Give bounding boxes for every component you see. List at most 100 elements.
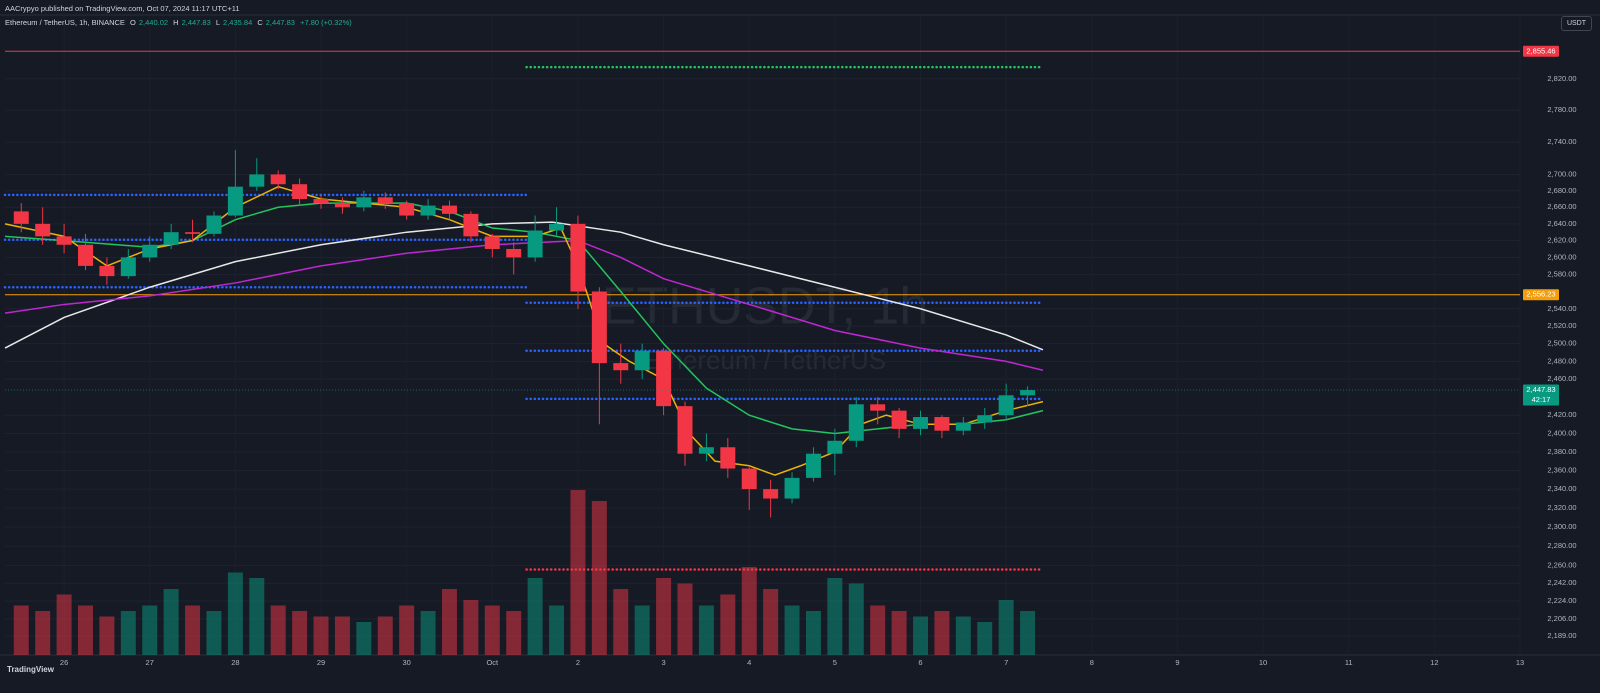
volume-bar <box>570 490 586 655</box>
y-tick-label: 2,300.00 <box>1547 522 1576 531</box>
last-price-box <box>1523 384 1559 406</box>
candle-body <box>977 415 993 423</box>
volume-bar <box>913 616 929 655</box>
y-tick-label: 2,420.00 <box>1547 410 1576 419</box>
volume-bar <box>120 611 136 655</box>
candle-body <box>441 205 457 214</box>
ohlc-label: H <box>173 18 179 27</box>
volume-bar <box>270 605 286 655</box>
volume-bar <box>441 589 457 655</box>
volume-bar <box>784 605 800 655</box>
candle-body <box>527 230 543 258</box>
candle-body <box>1020 390 1036 396</box>
candle-body <box>506 248 522 258</box>
volume-bar <box>78 605 93 655</box>
volume-bar <box>227 572 243 655</box>
volume-bar <box>292 611 308 655</box>
y-tick-label: 2,360.00 <box>1547 465 1576 474</box>
volume-bar <box>955 616 971 655</box>
level-label-box <box>1523 289 1559 301</box>
volume-bar <box>613 589 629 655</box>
y-tick-label: 2,340.00 <box>1547 484 1576 493</box>
volume-bar <box>741 567 757 655</box>
y-tick-label: 2,640.00 <box>1547 219 1576 228</box>
moving-average <box>4 221 1044 351</box>
x-tick-label: 27 <box>146 658 154 667</box>
currency-button[interactable]: USDT <box>1560 16 1592 31</box>
volume-bar <box>998 600 1014 655</box>
last-price-label: 2,447.83 <box>1526 385 1555 394</box>
candle-body <box>698 447 714 454</box>
candle-body <box>998 395 1014 416</box>
volume-bar <box>805 611 821 655</box>
y-tick-label: 2,600.00 <box>1547 252 1576 261</box>
candle-body <box>805 453 821 478</box>
y-tick-label: 2,740.00 <box>1547 137 1576 146</box>
x-tick-label: 28 <box>231 658 239 667</box>
x-tick-label: 9 <box>1175 658 1179 667</box>
volume-bar <box>870 605 886 655</box>
volume-bar <box>334 616 350 655</box>
legend: Ethereum / TetherUS, 1h, BINANCE O 2,440.… <box>5 18 355 27</box>
candle-body <box>163 232 179 245</box>
candle-body <box>549 223 565 231</box>
countdown: 42:17 <box>1532 395 1551 404</box>
y-tick-label: 2,680.00 <box>1547 186 1576 195</box>
candle-body <box>870 404 886 411</box>
candle-body <box>399 203 415 216</box>
level-label: 2,855.46 <box>1526 46 1555 55</box>
y-tick-label: 2,242.00 <box>1547 578 1576 587</box>
volume-bar <box>377 616 393 655</box>
candle-body <box>292 184 308 199</box>
candle-body <box>955 422 971 431</box>
price-axis <box>1520 0 1600 693</box>
volume-bar <box>484 605 500 655</box>
candle-body <box>484 236 500 249</box>
candle-body <box>227 186 243 216</box>
volume-bar <box>848 583 864 655</box>
volume-bar <box>463 600 479 655</box>
x-tick-label: Oct <box>486 658 499 667</box>
volume-bar <box>185 605 201 655</box>
y-tick-label: 2,260.00 <box>1547 561 1576 570</box>
volume-bar <box>506 611 522 655</box>
volume-bar <box>13 605 29 655</box>
volume-bar <box>313 616 329 655</box>
x-tick-label: 12 <box>1430 658 1438 667</box>
x-tick-label: 6 <box>918 658 922 667</box>
y-tick-label: 2,660.00 <box>1547 202 1576 211</box>
y-tick-label: 2,206.00 <box>1547 614 1576 623</box>
volume-bar <box>720 594 736 655</box>
x-tick-label: 30 <box>402 658 410 667</box>
x-tick-label: 10 <box>1259 658 1267 667</box>
candle-body <box>99 265 115 277</box>
y-tick-label: 2,189.00 <box>1547 631 1576 640</box>
volume-bar <box>356 622 372 655</box>
volume-bar <box>977 622 993 655</box>
volume-bar <box>677 583 693 655</box>
x-tick-label: 5 <box>833 658 837 667</box>
volume-bar <box>934 611 950 655</box>
candle-body <box>120 257 136 277</box>
ohlc-label: C <box>257 18 263 27</box>
candle-body <box>741 468 757 490</box>
x-tick-label: 11 <box>1345 658 1353 667</box>
x-tick-label: 29 <box>317 658 325 667</box>
candle-body <box>656 350 672 407</box>
symbol: Ethereum / TetherUS, 1h, BINANCE <box>5 18 125 27</box>
candle-body <box>56 236 72 245</box>
candle-body <box>377 197 393 204</box>
y-tick-label: 2,280.00 <box>1547 541 1576 550</box>
volume-bar <box>1020 611 1036 655</box>
ohlc-value: 2,447.83 <box>265 18 295 27</box>
candle-body <box>613 363 629 371</box>
candle-body <box>206 215 222 234</box>
volume-bar <box>35 611 51 655</box>
ohlc-value: 2,447.83 <box>181 18 211 27</box>
candle-body <box>720 447 736 469</box>
y-tick-label: 2,820.00 <box>1547 74 1576 83</box>
candle-body <box>891 410 907 429</box>
candle-body <box>270 174 286 185</box>
volume-bar <box>763 589 779 655</box>
